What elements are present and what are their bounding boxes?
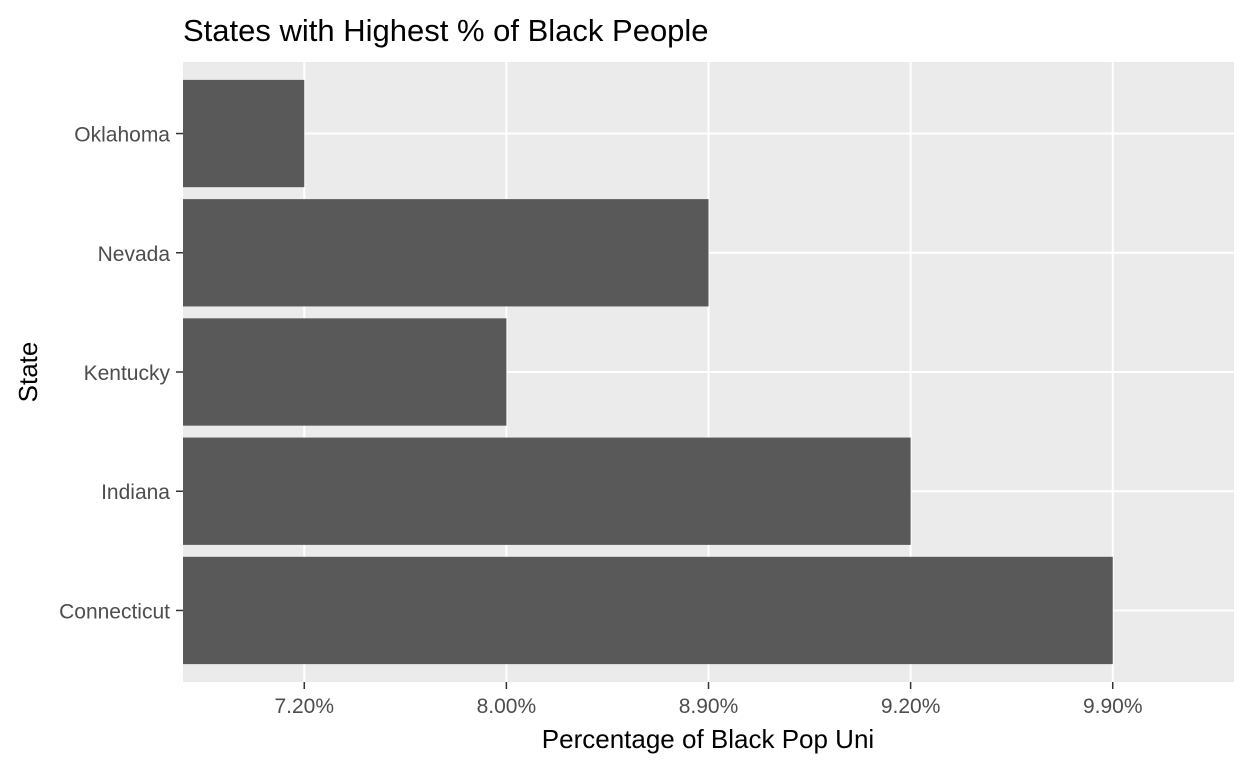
bar <box>183 556 1113 665</box>
y-tick-label: Nevada <box>98 243 171 266</box>
bar <box>183 79 305 188</box>
x-axis-title: Percentage of Black Pop Uni <box>542 724 874 754</box>
chart-title: States with Highest % of Black People <box>183 13 709 48</box>
bar <box>183 318 507 426</box>
x-tick-label: 9.20% <box>881 695 941 718</box>
y-tick-label: Oklahoma <box>74 124 170 147</box>
bar <box>183 199 709 307</box>
y-tick-label: Indiana <box>101 481 170 504</box>
bar <box>183 437 911 545</box>
bars <box>183 79 1113 665</box>
x-tick-label: 8.00% <box>477 695 537 718</box>
x-tick-label: 9.90% <box>1083 695 1143 718</box>
x-tick-label: 8.90% <box>679 695 739 718</box>
y-axis-ticks: Connecticut Indiana Kentucky Nevada Oklahoma <box>59 124 183 623</box>
y-axis-title: State <box>13 342 43 403</box>
x-tick-label: 7.20% <box>274 695 334 718</box>
y-tick-label: Connecticut <box>59 600 170 623</box>
x-axis-ticks: 7.20% 8.00% 8.90% 9.20% 9.90% <box>274 682 1143 718</box>
y-tick-label: Kentucky <box>84 362 171 385</box>
